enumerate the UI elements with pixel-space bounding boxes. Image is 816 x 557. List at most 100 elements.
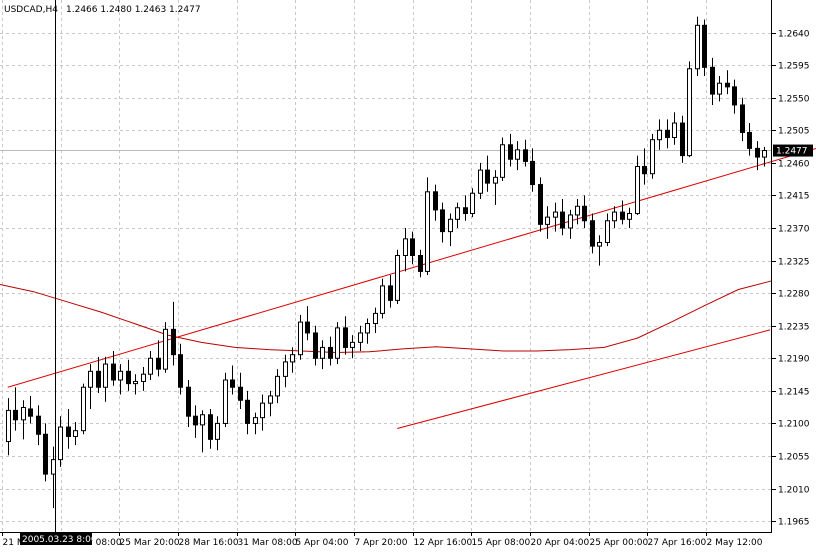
candle-45 <box>343 316 348 355</box>
price-tick-label-9: 1.2235 <box>778 323 810 333</box>
candle-body-bear <box>126 370 131 385</box>
candle-51 <box>388 275 393 308</box>
candle-body-bear <box>530 160 535 186</box>
candle-95 <box>717 76 722 102</box>
candle-57 <box>433 184 438 221</box>
candle-body-bull <box>612 211 617 222</box>
price-tick-label-6: 1.2370 <box>778 225 810 235</box>
channel-lower-line <box>397 329 771 429</box>
candle-body-bull <box>223 379 228 424</box>
candle-66 <box>500 137 505 181</box>
candle-38 <box>290 347 295 373</box>
candle-body-bull <box>493 176 498 184</box>
candle-body-bull <box>283 361 288 377</box>
candle-83 <box>627 207 632 228</box>
candle-55 <box>418 249 423 278</box>
crosshair-time-background <box>20 533 92 545</box>
candle-body-bull <box>672 122 677 139</box>
price-tick-label-1: 1.2595 <box>778 62 810 72</box>
candle-body-bull <box>597 241 602 247</box>
candle-body-bear <box>410 238 415 257</box>
price-tick-label-2: 1.2550 <box>778 95 810 105</box>
candle-41 <box>313 325 318 366</box>
candle-71 <box>538 177 543 232</box>
candle-body-bear <box>590 220 595 247</box>
candle-16 <box>126 359 131 391</box>
candle-body-bull <box>762 150 767 158</box>
price-tick-label-5: 1.2415 <box>778 192 810 202</box>
candle-body-bull <box>215 422 220 440</box>
candle-body-bear <box>171 328 176 356</box>
price-tick-label-13: 1.2055 <box>778 453 810 463</box>
candle-body-bull <box>478 169 483 194</box>
candle-85 <box>642 148 647 185</box>
candle-49 <box>373 307 378 333</box>
candle-body-bull <box>380 285 385 314</box>
candle-body-bear <box>186 386 191 417</box>
candle-40 <box>305 306 310 341</box>
candle-body-bear <box>642 165 647 175</box>
crosshair-time-label: 2005.03.23 8:00 <box>22 535 97 545</box>
candle-body-bull <box>133 380 138 385</box>
candle-body-bear <box>193 415 198 426</box>
candle-3 <box>28 395 33 424</box>
candle-50 <box>380 278 385 319</box>
candle-84 <box>635 155 640 215</box>
candle-35 <box>268 390 273 417</box>
candle-body-bull <box>395 255 400 301</box>
candle-body-bull <box>650 139 655 175</box>
candle-body-bull <box>448 218 453 233</box>
candle-101 <box>762 146 767 167</box>
candle-body-bear <box>560 211 565 229</box>
candle-body-bear <box>620 211 625 220</box>
candle-99 <box>747 123 752 156</box>
candle-11 <box>88 364 93 409</box>
price-axis[interactable]: 1.2640 1.2595 1.2550 1.2505 1.2460 1.2415 1.23… <box>772 30 810 528</box>
candle-body-bull <box>470 192 475 215</box>
candle-body-bull <box>88 370 93 388</box>
candle-46 <box>350 335 355 359</box>
candle-93 <box>702 19 707 76</box>
candle-body-bull <box>568 214 573 229</box>
candle-88 <box>665 119 670 149</box>
time-tick-label-8: 15 Apr 08:00 <box>472 538 531 548</box>
candle-body-bull <box>575 205 580 216</box>
candle-21 <box>163 322 168 373</box>
candle-body-bear <box>305 321 310 334</box>
candle-body-bear <box>111 363 116 381</box>
candle-96 <box>725 70 730 95</box>
candle-body-bear <box>523 149 528 162</box>
candle-body-bear <box>36 415 41 435</box>
candle-22 <box>171 301 176 366</box>
time-tick-label-9: 20 Apr 04:00 <box>531 538 590 548</box>
candle-27 <box>208 408 213 449</box>
candle-body-bull <box>290 354 295 363</box>
chart-header-ohlc: 1.2466 1.2480 1.2463 1.2477 <box>66 5 201 15</box>
candle-23 <box>178 343 183 395</box>
candle-body-bull <box>335 327 340 359</box>
candle-8 <box>66 408 71 449</box>
candle-body-bear <box>680 122 685 157</box>
candle-48 <box>365 318 370 344</box>
candle-body-bull <box>275 375 280 397</box>
candle-33 <box>253 412 258 435</box>
candle-body-bear <box>388 285 393 301</box>
candle-body-bear <box>230 379 235 388</box>
candle-body-bear <box>740 104 745 133</box>
candle-body-bull <box>58 426 63 461</box>
candle-body-bull <box>103 363 108 388</box>
candle-body-bull <box>717 82 722 95</box>
candle-body-bull <box>73 430 78 437</box>
candle-body-bull <box>403 238 408 257</box>
candle-81 <box>612 206 617 228</box>
candle-63 <box>478 162 483 200</box>
candle-13 <box>103 356 108 402</box>
time-tick-label-2: 25 Mar 20:00 <box>120 538 180 548</box>
candle-14 <box>111 351 116 386</box>
candle-54 <box>410 231 415 265</box>
candle-44 <box>335 322 340 365</box>
price-tick-label-15: 1.1965 <box>778 518 810 528</box>
current-price-marker: 1.2477 <box>773 144 813 157</box>
